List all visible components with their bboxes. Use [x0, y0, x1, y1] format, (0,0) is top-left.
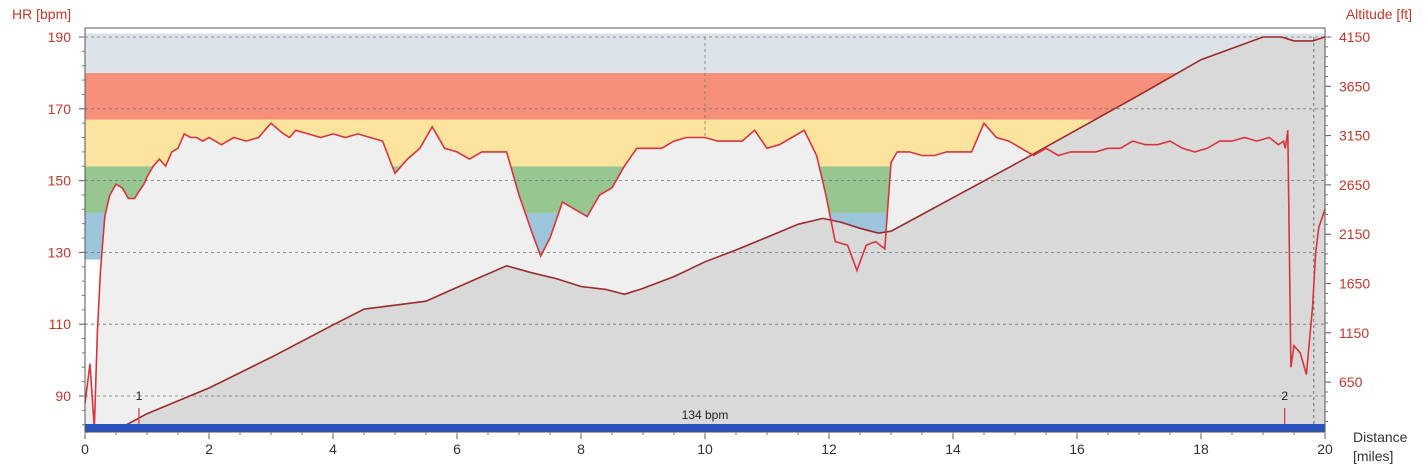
distance-tick-label: 0: [81, 441, 89, 457]
grid-lines: [85, 36, 1325, 432]
distance-tick-label: 16: [1069, 441, 1085, 457]
axes: 9011013015017019065011501650215026503150…: [48, 29, 1371, 457]
hr-tick-label: 190: [48, 29, 72, 45]
hr-axis-label: HR [bpm]: [12, 6, 71, 22]
hr-tick-label: 110: [49, 316, 72, 332]
altitude-tick-label: 4150: [1339, 29, 1370, 45]
hr-tick-label: 170: [48, 101, 72, 117]
distance-tick-label: 8: [577, 441, 585, 457]
distance-axis-unit: [miles]: [1353, 448, 1393, 464]
hr-tick-label: 130: [48, 244, 72, 260]
average-hr-bar: [85, 424, 1325, 432]
distance-tick-label: 14: [945, 441, 961, 457]
distance-tick-label: 6: [453, 441, 461, 457]
altitude-area: [85, 37, 1325, 432]
distance-tick-label: 4: [329, 441, 337, 457]
altitude-line: [84, 36, 1326, 433]
distance-tick-label: 20: [1317, 441, 1333, 457]
average-hr-label: 134 bpm: [682, 408, 729, 422]
distance-tick-label: 18: [1193, 441, 1209, 457]
lap-label: 1: [136, 389, 143, 403]
altitude-tick-label: 3150: [1339, 128, 1370, 144]
heart-rate-line: [84, 121, 1326, 429]
altitude-axis-label: Altitude [ft]: [1346, 6, 1412, 22]
distance-axis-label: Distance: [1353, 429, 1408, 445]
altitude-tick-label: 650: [1339, 374, 1363, 390]
altitude-fill: [85, 37, 1325, 432]
hr-tick-label: 90: [55, 388, 71, 404]
altitude-tick-label: 3650: [1339, 78, 1370, 94]
altitude-tick-label: 2150: [1339, 226, 1370, 242]
altitude-tick-label: 1650: [1339, 276, 1370, 292]
altitude-tick-label: 1150: [1339, 325, 1369, 341]
distance-tick-label: 12: [821, 441, 837, 457]
altitude-tick-label: 2650: [1339, 177, 1370, 193]
distance-tick-label: 2: [205, 441, 213, 457]
distance-tick-label: 10: [697, 441, 713, 457]
lap-label: 2: [1281, 389, 1288, 403]
hr-tick-label: 150: [48, 173, 72, 189]
